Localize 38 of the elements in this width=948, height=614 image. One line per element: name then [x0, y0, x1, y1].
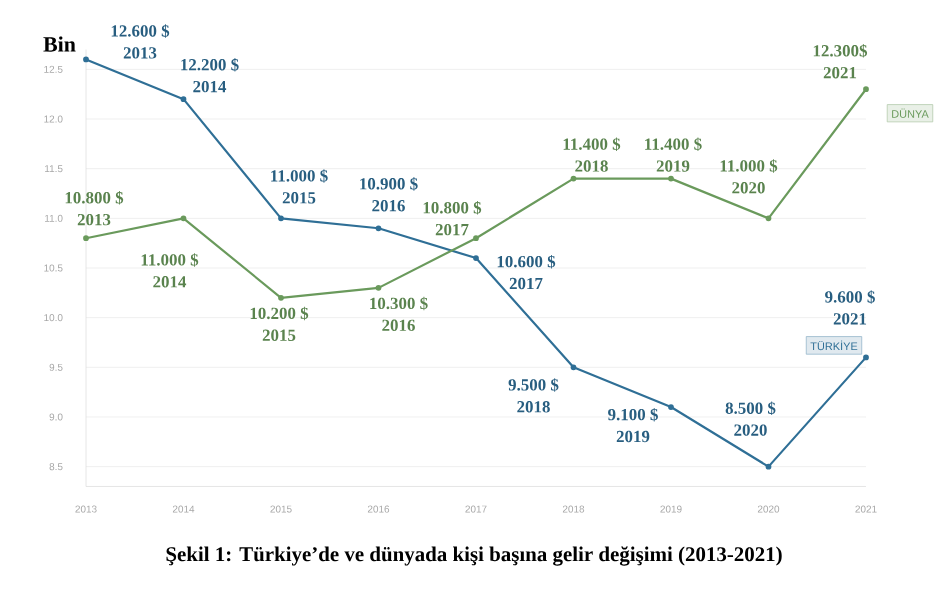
category-label: 2013: [77, 213, 111, 226]
category-label: 2018: [517, 401, 550, 413]
data-label: 9.100 $: [608, 407, 658, 422]
data-label: 11.400 $: [645, 137, 702, 151]
data-label: 12.300$: [813, 44, 868, 58]
category-label: 2013: [123, 47, 157, 59]
data-label: 12.200 $: [181, 58, 239, 72]
y-axis-title: Bin: [43, 36, 76, 52]
category-label: 2015: [282, 192, 316, 204]
data-label: 11.400 $: [563, 137, 621, 151]
data-label: 10.200 $: [250, 306, 309, 321]
category-label: 2018: [575, 160, 608, 172]
data-label: 9.600 $: [825, 290, 875, 304]
category-label: 2016: [382, 319, 415, 332]
category-label: 2016: [372, 200, 405, 212]
data-label: 10.900 $: [360, 177, 418, 191]
category-label: 2015: [262, 329, 296, 341]
data-label: 9.500 $: [508, 378, 559, 392]
category-label: 2017: [509, 277, 543, 290]
category-label: 2021: [823, 66, 857, 79]
data-label: 8.500 $: [725, 401, 776, 416]
text: Şekil 1: Türkiye’de ve dünyada kişi başına gelir değişimi (2013-2021): [166, 546, 782, 566]
category-label: 2019: [656, 160, 690, 172]
data-label: 10.800 $: [423, 201, 482, 215]
category-label: 2020: [732, 182, 765, 194]
category-label: 2017: [435, 223, 469, 236]
data-label: 10.800 $: [65, 191, 124, 205]
category-label: 2021: [833, 313, 867, 325]
data-label: 11.000 $: [141, 253, 199, 267]
data-label: 11.000 $: [720, 159, 778, 173]
category-label: 2014: [153, 276, 187, 288]
data-label: 11.000 $: [271, 169, 328, 183]
data-label: 10.300 $: [370, 296, 428, 311]
category-label: 2020: [734, 424, 767, 436]
data-label: 10.600 $: [497, 254, 556, 269]
category-label: 2014: [193, 80, 227, 93]
category-label: 2019: [616, 430, 650, 443]
data-label: 12.600 $: [111, 24, 170, 38]
